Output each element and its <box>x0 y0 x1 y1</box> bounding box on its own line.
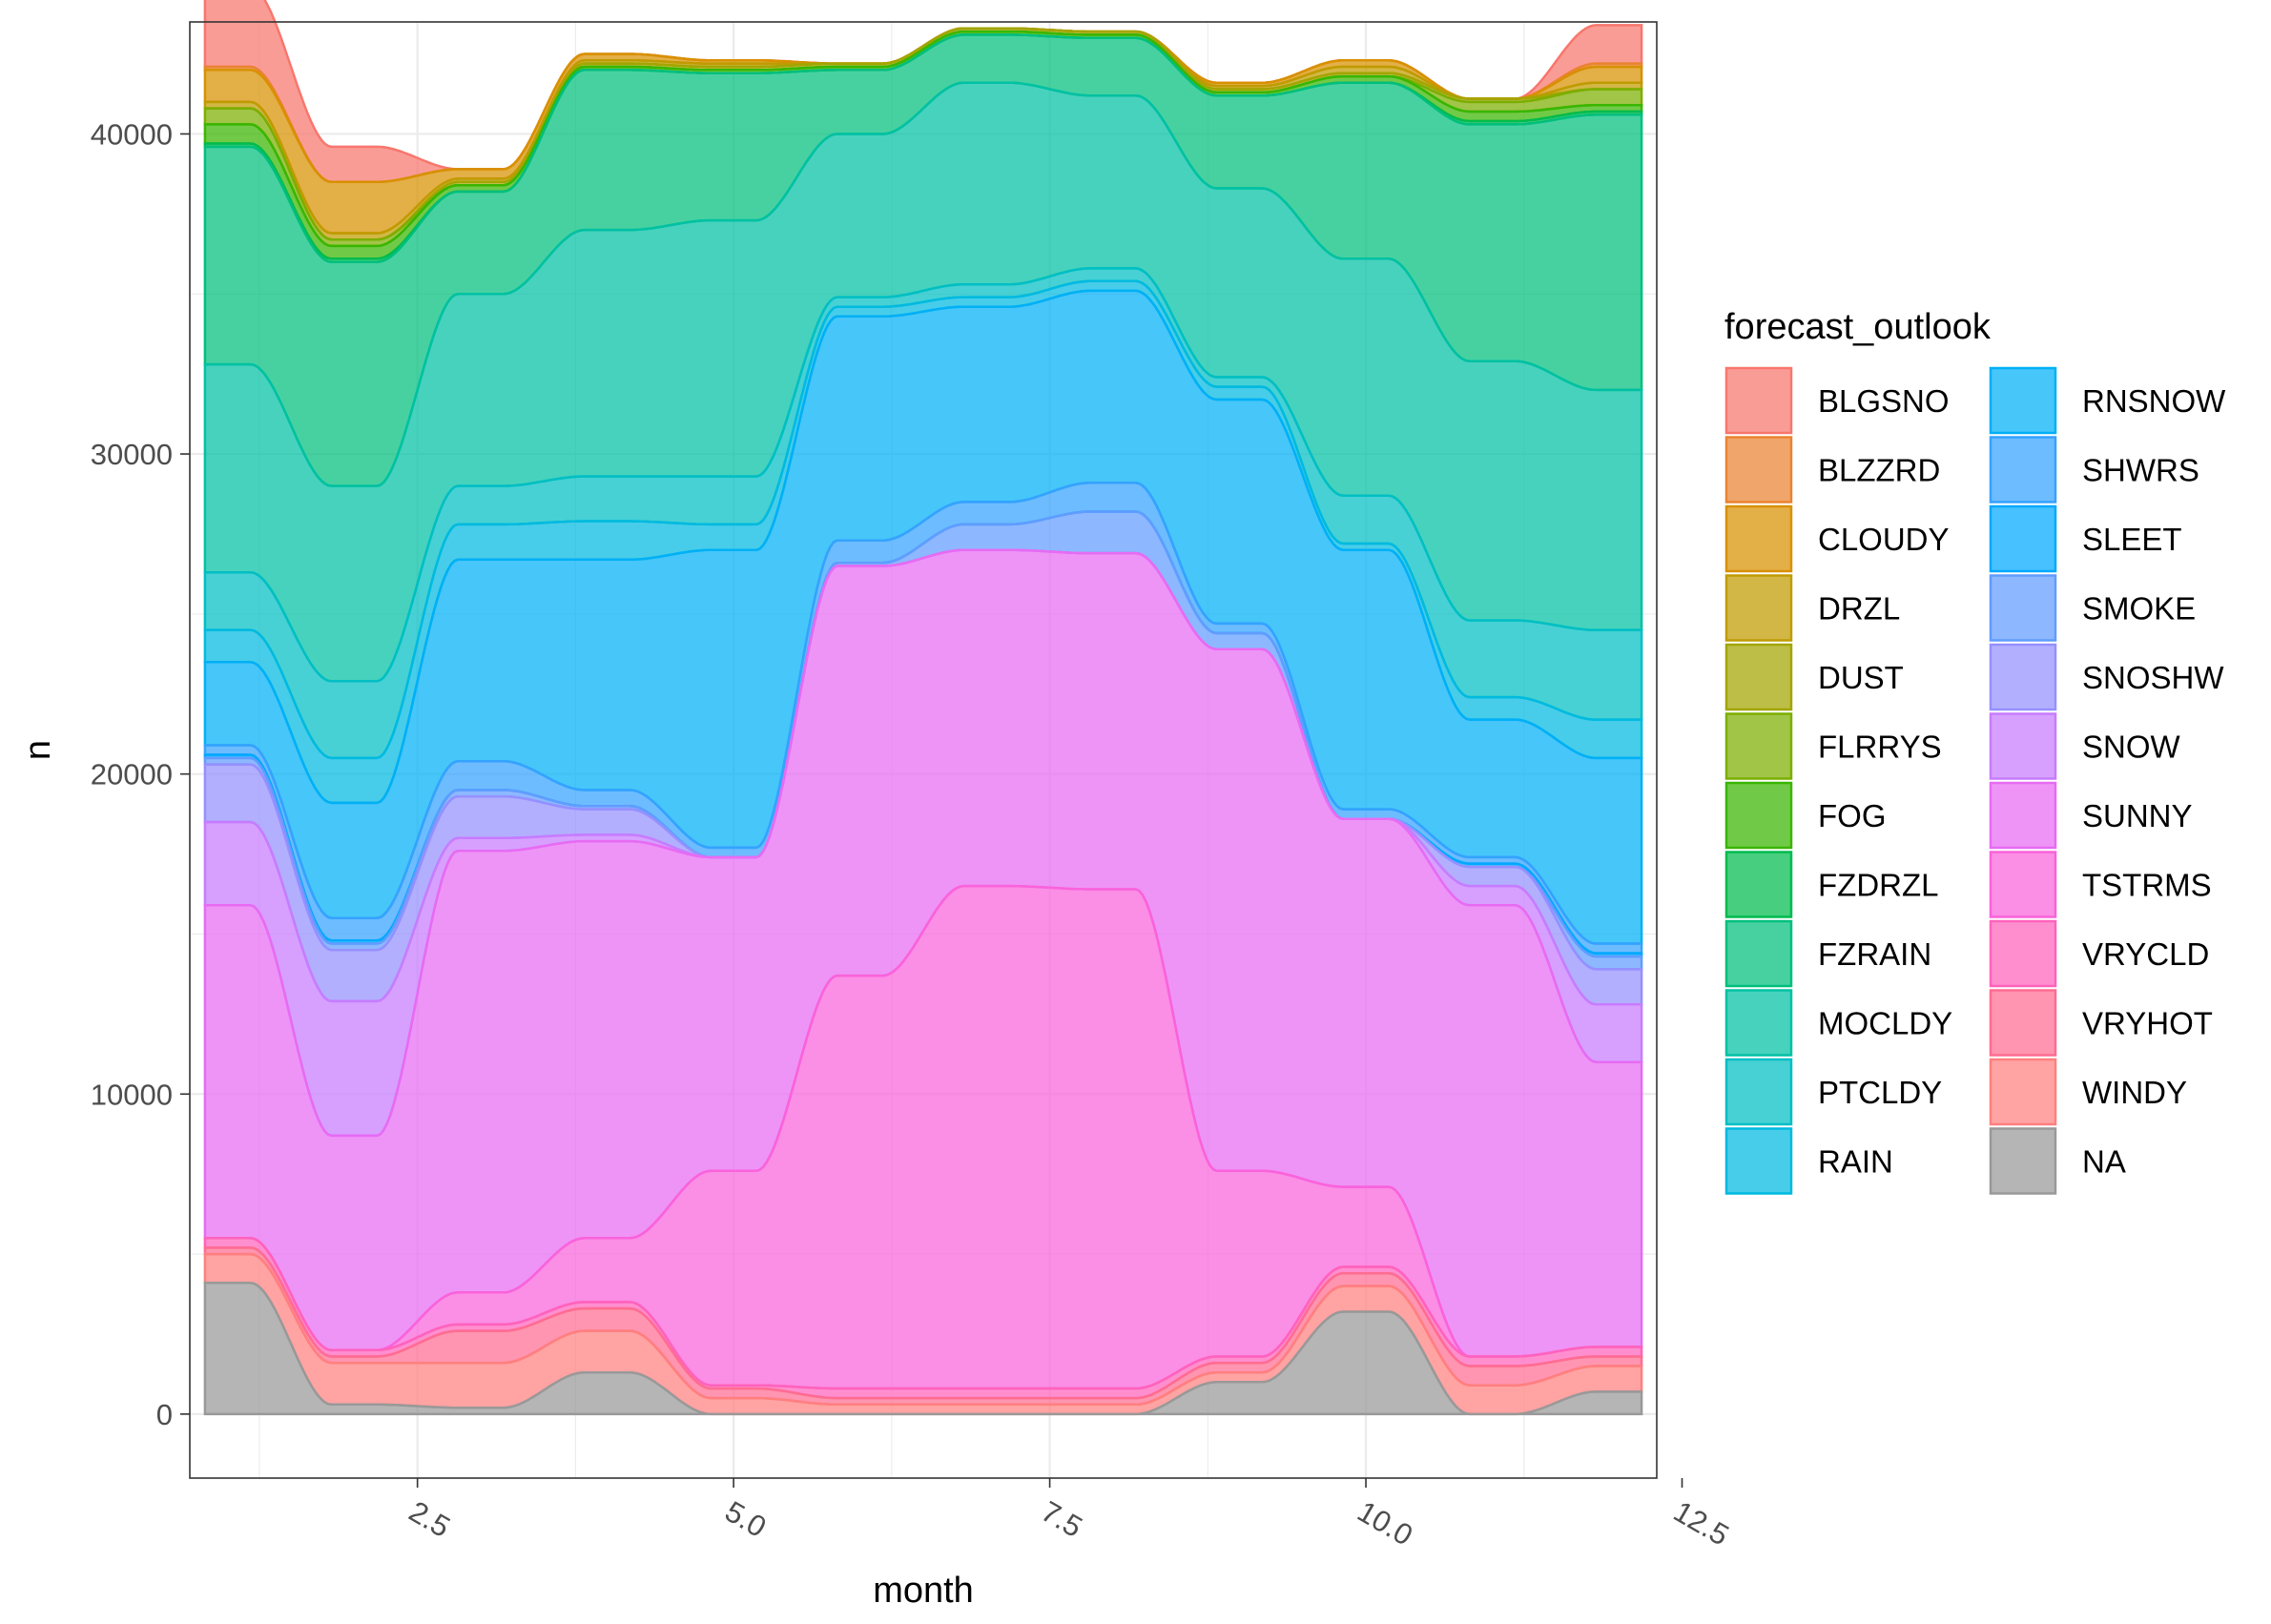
legend-key-sleet <box>1989 504 2057 573</box>
legend-label: NA <box>2082 1144 2126 1180</box>
legend-label: SMOKE <box>2082 591 2196 627</box>
x-axis-title: month <box>873 1571 974 1611</box>
y-tick-label: 10000 <box>91 1078 173 1111</box>
legend-key-fzrain <box>1724 919 1793 988</box>
legend-key-cloudy <box>1724 504 1793 573</box>
legend-label: SHWRS <box>2082 453 2199 488</box>
legend-key-flrrys <box>1724 712 1793 780</box>
legend-label: SNOW <box>2082 730 2181 765</box>
legend-key-dust <box>1724 643 1793 711</box>
legend-label: CLOUDY <box>1818 522 1950 557</box>
legend-label: BLZZRD <box>1818 453 1940 488</box>
legend-key-drzl <box>1724 574 1793 642</box>
legend-label: FOG <box>1818 798 1887 833</box>
panel-border <box>189 21 1658 1479</box>
legend-label: FLRRYS <box>1818 730 1942 765</box>
legend-key-rain <box>1724 1127 1793 1195</box>
legend-label: VRYHOT <box>2082 1006 2213 1041</box>
legend-key-blzzrd <box>1724 436 1793 504</box>
legend-label: PTCLDY <box>1818 1075 1942 1110</box>
y-tick-label: 20000 <box>91 758 173 791</box>
legend-label: SUNNY <box>2082 798 2193 833</box>
legend-key-windy <box>1989 1058 2057 1126</box>
legend-key-snoshw <box>1989 643 2057 711</box>
legend-label: SNOSHW <box>2082 660 2224 695</box>
legend-key-rnsnow <box>1989 366 2057 435</box>
legend-label: RNSNOW <box>2082 383 2226 419</box>
legend-label: MOCLDY <box>1818 1006 1952 1041</box>
legend-title: forecast_outlook <box>1724 307 1992 347</box>
legend: forecast_outlook BLGSNO BLZZRD CLOUDY DRZL D… <box>1724 307 2226 1195</box>
legend-key-mocldy <box>1724 989 1793 1057</box>
legend-label: VRYCLD <box>2082 936 2209 972</box>
area-series-na <box>203 1282 1643 1416</box>
legend-key-smoke <box>1989 574 2057 642</box>
legend-key-tstrms <box>1989 851 2057 918</box>
legend-key-shwrs <box>1989 436 2057 504</box>
stream-areas <box>203 0 1643 1416</box>
legend-key-sunny <box>1989 781 2057 850</box>
legend-label: BLGSNO <box>1818 383 1950 419</box>
legend-label: WINDY <box>2082 1075 2187 1110</box>
legend-key-ptcldy <box>1724 1058 1793 1126</box>
legend-key-vrycld <box>1989 919 2057 988</box>
legend-label: SLEET <box>2082 522 2182 557</box>
legend-label: RAIN <box>1818 1144 1893 1180</box>
legend-label: FZRAIN <box>1818 936 1931 972</box>
y-axis-title: n <box>18 740 58 760</box>
y-tick-label: 40000 <box>91 117 173 151</box>
legend-key-na <box>1989 1127 2057 1195</box>
y-tick-label: 0 <box>156 1398 173 1431</box>
legend-label: FZDRZL <box>1818 868 1939 903</box>
legend-key-snow <box>1989 712 2057 780</box>
legend-key-fzdrzl <box>1724 851 1793 918</box>
plot-panel <box>189 0 1658 1479</box>
legend-key-fog <box>1724 781 1793 850</box>
legend-label: DUST <box>1818 660 1904 695</box>
legend-key-vryhot <box>1989 989 2057 1057</box>
y-axis: 0 10000 20000 30000 40000 <box>91 117 190 1431</box>
legend-key-blgsno <box>1724 366 1793 435</box>
y-tick-label: 30000 <box>91 438 173 471</box>
legend-label: DRZL <box>1818 591 1900 627</box>
legend-label: TSTRMS <box>2082 868 2212 903</box>
